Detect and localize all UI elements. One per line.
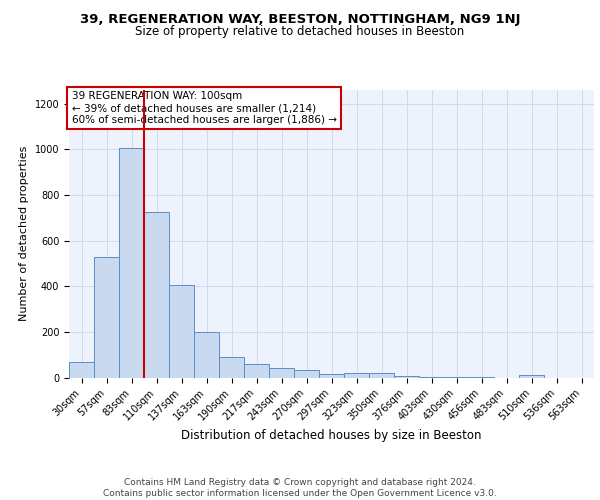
- Bar: [219, 357, 244, 378]
- Bar: [194, 332, 219, 378]
- Bar: [169, 285, 194, 378]
- Bar: [244, 364, 269, 378]
- Bar: [369, 373, 394, 378]
- Bar: [144, 212, 169, 378]
- Bar: [344, 373, 369, 378]
- Text: Size of property relative to detached houses in Beeston: Size of property relative to detached ho…: [136, 25, 464, 38]
- Bar: [94, 256, 119, 378]
- X-axis label: Distribution of detached houses by size in Beeston: Distribution of detached houses by size …: [181, 429, 482, 442]
- Bar: [69, 362, 94, 378]
- Bar: [319, 374, 344, 378]
- Bar: [394, 376, 419, 378]
- Bar: [119, 148, 144, 378]
- Bar: [519, 375, 544, 378]
- Y-axis label: Number of detached properties: Number of detached properties: [19, 146, 29, 322]
- Text: 39, REGENERATION WAY, BEESTON, NOTTINGHAM, NG9 1NJ: 39, REGENERATION WAY, BEESTON, NOTTINGHA…: [80, 12, 520, 26]
- Text: Contains HM Land Registry data © Crown copyright and database right 2024.
Contai: Contains HM Land Registry data © Crown c…: [103, 478, 497, 498]
- Text: 39 REGENERATION WAY: 100sqm
← 39% of detached houses are smaller (1,214)
60% of : 39 REGENERATION WAY: 100sqm ← 39% of det…: [71, 92, 337, 124]
- Bar: [269, 368, 294, 378]
- Bar: [294, 370, 319, 378]
